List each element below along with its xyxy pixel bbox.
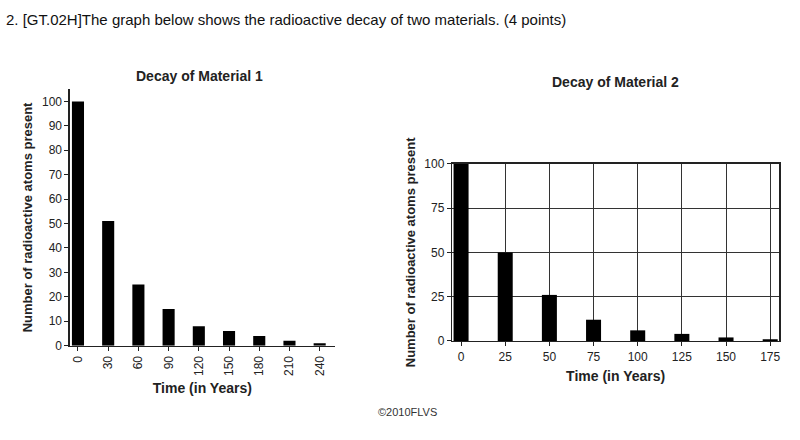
svg-text:Number of radioactive atoms pr: Number of radioactive atoms present — [20, 102, 35, 332]
svg-text:60: 60 — [131, 356, 145, 370]
svg-text:Time (in Years): Time (in Years) — [153, 380, 252, 396]
svg-text:70: 70 — [49, 168, 63, 182]
svg-text:75: 75 — [587, 350, 601, 364]
svg-text:125: 125 — [672, 350, 692, 364]
svg-text:Time (in Years): Time (in Years) — [566, 368, 665, 384]
svg-text:©2010FLVS: ©2010FLVS — [378, 406, 437, 418]
svg-text:40: 40 — [49, 241, 63, 255]
svg-text:90: 90 — [49, 119, 63, 133]
svg-text:100: 100 — [424, 157, 444, 171]
svg-text:Decay of Material 1: Decay of Material 1 — [136, 68, 263, 84]
svg-text:150: 150 — [222, 356, 236, 376]
svg-text:0: 0 — [458, 350, 465, 364]
svg-text:0: 0 — [71, 356, 85, 363]
svg-text:90: 90 — [162, 356, 176, 370]
svg-text:25: 25 — [431, 290, 445, 304]
svg-text:180: 180 — [252, 356, 266, 376]
svg-text:210: 210 — [282, 356, 296, 376]
svg-text:25: 25 — [499, 350, 513, 364]
svg-text:2. [GT.02H]The graph below sho: 2. [GT.02H]The graph below shows the rad… — [6, 11, 566, 28]
svg-text:20: 20 — [49, 290, 63, 304]
svg-text:100: 100 — [628, 350, 648, 364]
svg-text:100: 100 — [42, 95, 62, 109]
svg-text:75: 75 — [431, 201, 445, 215]
svg-text:0: 0 — [438, 334, 445, 348]
svg-text:50: 50 — [431, 246, 445, 260]
svg-text:60: 60 — [49, 192, 63, 206]
svg-text:Number of radioactive atoms pr: Number of radioactive atoms present — [403, 137, 418, 367]
svg-text:50: 50 — [49, 217, 63, 231]
svg-text:10: 10 — [49, 314, 63, 328]
svg-text:175: 175 — [760, 350, 780, 364]
svg-text:30: 30 — [49, 266, 63, 280]
svg-text:50: 50 — [543, 350, 557, 364]
svg-text:120: 120 — [192, 356, 206, 376]
svg-text:150: 150 — [716, 350, 736, 364]
svg-text:0: 0 — [55, 339, 62, 353]
svg-text:80: 80 — [49, 143, 63, 157]
svg-text:Decay of Material 2: Decay of Material 2 — [552, 74, 679, 90]
svg-text:30: 30 — [101, 356, 115, 370]
svg-text:240: 240 — [313, 356, 327, 376]
